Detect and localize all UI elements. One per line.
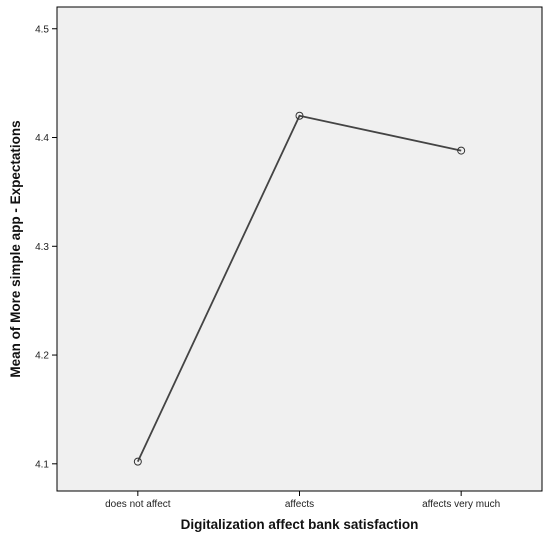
y-axis-title: Mean of More simple app - Expectations xyxy=(8,120,23,377)
data-point xyxy=(295,111,304,120)
y-axis: 4.1 4.2 4.3 4.4 4.5 xyxy=(35,24,57,470)
x-tick-label: does not affect xyxy=(105,499,171,510)
y-tick-label: 4.4 xyxy=(35,133,49,144)
x-axis-title: Digitalization affect bank satisfaction xyxy=(181,517,419,532)
y-tick-label: 4.2 xyxy=(35,351,49,362)
plot-area xyxy=(56,6,543,492)
x-tick-label: affects very much xyxy=(422,499,500,510)
y-tick-label: 4.3 xyxy=(35,242,49,253)
y-tick-label: 4.1 xyxy=(35,459,49,470)
x-axis: does not affect affects affects very much xyxy=(105,491,500,510)
data-point xyxy=(457,146,466,155)
x-tick-label: affects xyxy=(285,499,314,510)
data-markers xyxy=(133,111,466,466)
data-point xyxy=(133,457,142,466)
y-tick-label: 4.5 xyxy=(35,24,49,35)
series-line xyxy=(136,114,462,462)
